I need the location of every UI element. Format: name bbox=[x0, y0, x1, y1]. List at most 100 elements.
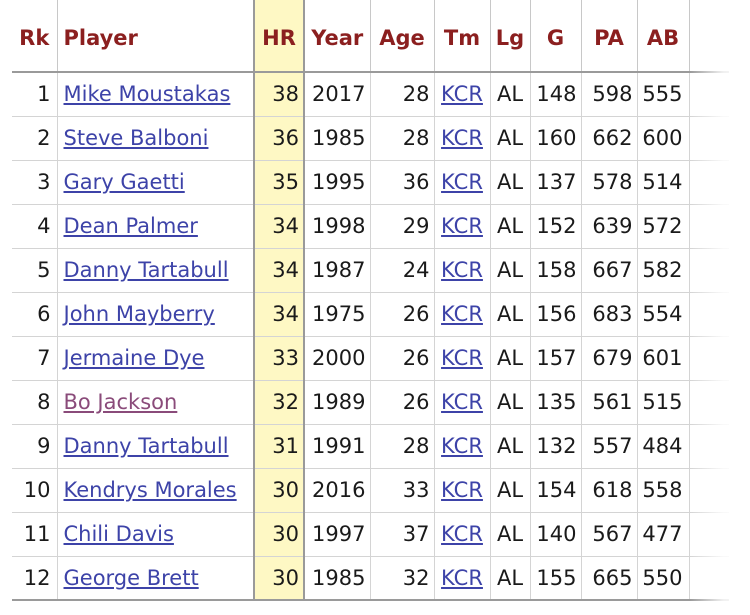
column-header-hr[interactable]: HR bbox=[253, 0, 305, 73]
column-header-rk[interactable]: Rk bbox=[12, 0, 57, 73]
games-cell: 155 bbox=[529, 555, 581, 601]
player-cell: Steve Balboni bbox=[56, 115, 254, 160]
player-link[interactable]: Jermaine Dye bbox=[63, 346, 205, 370]
hr-cell: 30 bbox=[253, 467, 305, 512]
team-link[interactable]: KCR bbox=[441, 302, 483, 326]
league-cell: AL bbox=[489, 423, 530, 468]
team-cell: KCR bbox=[433, 115, 490, 160]
column-header-pa[interactable]: PA bbox=[580, 0, 637, 73]
more-cell bbox=[688, 379, 729, 424]
player-link[interactable]: John Mayberry bbox=[63, 302, 215, 326]
column-header-age[interactable]: Age bbox=[369, 0, 434, 73]
league-cell: AL bbox=[489, 379, 530, 424]
single-season-hr-table: Rk Player HR Year Age Tm Lg G PA AB 1 Mik… bbox=[12, 0, 729, 601]
team-cell: KCR bbox=[433, 379, 490, 424]
team-link[interactable]: KCR bbox=[441, 126, 483, 150]
age-cell: 36 bbox=[369, 159, 434, 204]
more-cell bbox=[688, 423, 729, 468]
league-cell: AL bbox=[489, 72, 530, 116]
league-cell: AL bbox=[489, 555, 530, 601]
rank-cell: 12 bbox=[12, 555, 57, 601]
pa-cell: 679 bbox=[580, 335, 637, 380]
league-cell: AL bbox=[489, 159, 530, 204]
player-cell: Kendrys Morales bbox=[56, 467, 254, 512]
team-link[interactable]: KCR bbox=[441, 478, 483, 502]
age-cell: 26 bbox=[369, 335, 434, 380]
league-cell: AL bbox=[489, 203, 530, 248]
age-cell: 28 bbox=[369, 423, 434, 468]
team-cell: KCR bbox=[433, 203, 490, 248]
team-link[interactable]: KCR bbox=[441, 258, 483, 282]
hr-cell: 30 bbox=[253, 555, 305, 601]
player-link[interactable]: Danny Tartabull bbox=[63, 434, 229, 458]
column-header-player[interactable]: Player bbox=[56, 0, 254, 73]
games-cell: 152 bbox=[529, 203, 581, 248]
games-cell: 160 bbox=[529, 115, 581, 160]
table-row: 4 Dean Palmer 34 1998 29 KCR AL 152 639 572 bbox=[12, 203, 729, 248]
team-link[interactable]: KCR bbox=[441, 214, 483, 238]
player-link[interactable]: Gary Gaetti bbox=[63, 170, 185, 194]
player-cell: Chili Davis bbox=[56, 511, 254, 556]
team-link[interactable]: KCR bbox=[441, 565, 483, 590]
player-cell: Bo Jackson bbox=[56, 379, 254, 424]
team-link[interactable]: KCR bbox=[441, 346, 483, 370]
team-link[interactable]: KCR bbox=[441, 522, 483, 546]
player-link[interactable]: George Brett bbox=[63, 565, 199, 590]
rank-cell: 7 bbox=[12, 335, 57, 380]
year-cell: 1985 bbox=[303, 115, 370, 160]
column-header-ab[interactable]: AB bbox=[636, 0, 689, 73]
ab-cell: 582 bbox=[636, 247, 689, 292]
league-cell: AL bbox=[489, 247, 530, 292]
age-cell: 37 bbox=[369, 511, 434, 556]
year-cell: 1989 bbox=[303, 379, 370, 424]
team-link[interactable]: KCR bbox=[441, 82, 483, 107]
player-link[interactable]: Mike Moustakas bbox=[63, 82, 231, 107]
ab-cell: 600 bbox=[636, 115, 689, 160]
player-link[interactable]: Steve Balboni bbox=[63, 126, 209, 150]
more-cell bbox=[688, 335, 729, 380]
hr-cell: 35 bbox=[253, 159, 305, 204]
ab-cell: 572 bbox=[636, 203, 689, 248]
more-cell bbox=[688, 467, 729, 512]
age-cell: 28 bbox=[369, 115, 434, 160]
player-cell: Danny Tartabull bbox=[56, 423, 254, 468]
ab-cell: 554 bbox=[636, 291, 689, 336]
games-cell: 135 bbox=[529, 379, 581, 424]
player-link[interactable]: Dean Palmer bbox=[63, 214, 198, 238]
player-link[interactable]: Danny Tartabull bbox=[63, 258, 229, 282]
column-header-g[interactable]: G bbox=[529, 0, 581, 73]
table-row: 2 Steve Balboni 36 1985 28 KCR AL 160 662 600 bbox=[12, 115, 729, 160]
more-cell bbox=[688, 555, 729, 601]
ab-cell: 514 bbox=[636, 159, 689, 204]
column-header-more bbox=[688, 0, 729, 73]
age-cell: 26 bbox=[369, 379, 434, 424]
team-link[interactable]: KCR bbox=[441, 170, 483, 194]
table-row: 3 Gary Gaetti 35 1995 36 KCR AL 137 578 514 bbox=[12, 159, 729, 204]
team-link[interactable]: KCR bbox=[441, 390, 483, 414]
ab-cell: 477 bbox=[636, 511, 689, 556]
hr-cell: 34 bbox=[253, 247, 305, 292]
league-cell: AL bbox=[489, 467, 530, 512]
column-header-year[interactable]: Year bbox=[303, 0, 370, 73]
player-cell: Gary Gaetti bbox=[56, 159, 254, 204]
age-cell: 33 bbox=[369, 467, 434, 512]
pa-cell: 665 bbox=[580, 555, 637, 601]
player-link[interactable]: Kendrys Morales bbox=[63, 478, 237, 502]
team-cell: KCR bbox=[433, 291, 490, 336]
more-cell bbox=[688, 159, 729, 204]
column-header-lg[interactable]: Lg bbox=[489, 0, 530, 73]
column-header-tm[interactable]: Tm bbox=[433, 0, 490, 73]
pa-cell: 567 bbox=[580, 511, 637, 556]
year-cell: 2017 bbox=[303, 72, 370, 116]
games-cell: 140 bbox=[529, 511, 581, 556]
player-cell: John Mayberry bbox=[56, 291, 254, 336]
team-cell: KCR bbox=[433, 335, 490, 380]
more-cell bbox=[688, 291, 729, 336]
rank-cell: 9 bbox=[12, 423, 57, 468]
player-link[interactable]: Bo Jackson bbox=[63, 390, 178, 414]
player-link[interactable]: Chili Davis bbox=[63, 522, 174, 546]
ab-cell: 601 bbox=[636, 335, 689, 380]
rank-cell: 3 bbox=[12, 159, 57, 204]
team-link[interactable]: KCR bbox=[441, 434, 483, 458]
games-cell: 157 bbox=[529, 335, 581, 380]
